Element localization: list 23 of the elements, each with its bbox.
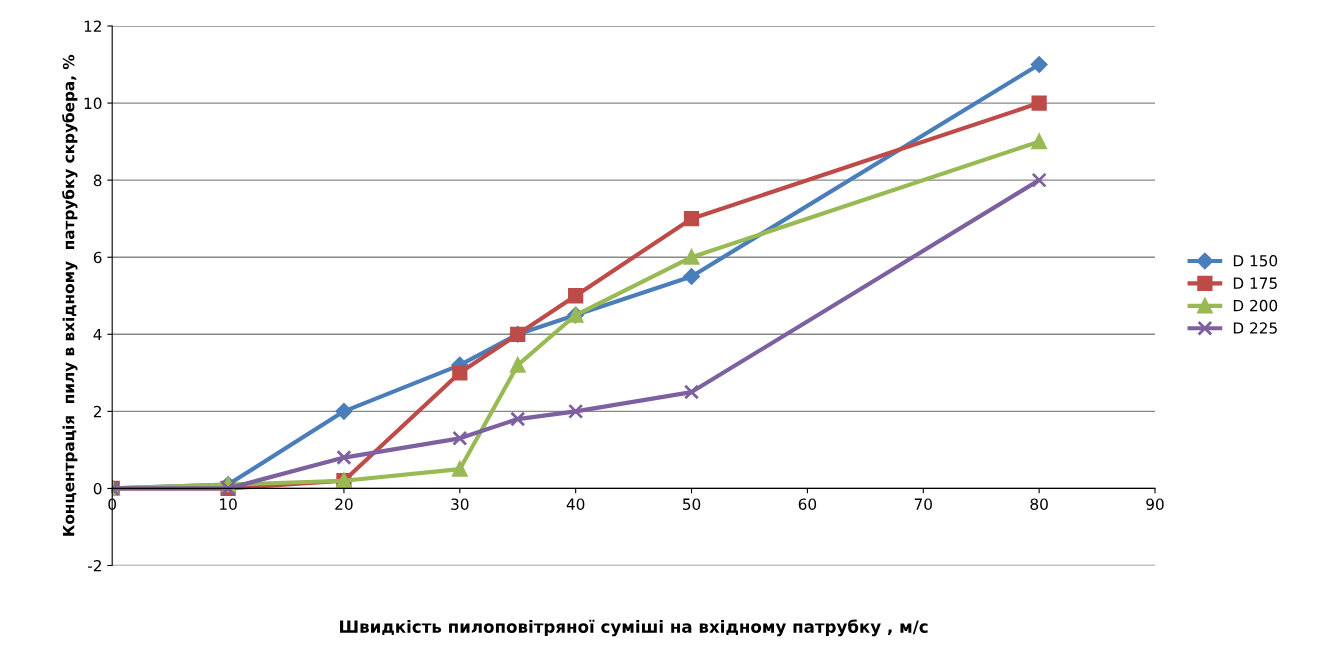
y-tick-label: 12 — [84, 20, 101, 32]
x-tick-label: 10 — [220, 498, 237, 510]
y-tick-label: 6 — [93, 251, 102, 264]
y-tick-label: 10 — [84, 97, 102, 110]
y-tick-label: 8 — [93, 174, 102, 187]
x-tick-label: 70 — [914, 498, 932, 510]
legend-label: D 225 — [1233, 322, 1277, 334]
x-tick-label: 60 — [798, 498, 817, 510]
x-tick-label: 90 — [1146, 498, 1164, 510]
x-axis-title: Швидкість пилоповітряної суміші на вхідному патрубку , м/с — [340, 619, 928, 637]
y-tick-label: 4 — [93, 328, 102, 341]
legend-label: D 175 — [1233, 277, 1277, 289]
y-axis-title: Концентрація пилу в вхідному патрубку скрубера, % — [62, 54, 78, 536]
x-tick-label: 30 — [451, 498, 469, 510]
y-tick-label: -2 — [87, 559, 101, 572]
x-tick-label: 20 — [335, 498, 353, 510]
legend-label: D 150 — [1233, 254, 1278, 267]
y-tick-label: 2 — [93, 405, 101, 418]
x-tick-label: 50 — [682, 498, 701, 510]
legend-label: D 200 — [1233, 299, 1278, 312]
x-tick-label: 80 — [1030, 498, 1048, 510]
y-tick-label: 0 — [93, 482, 102, 495]
x-tick-label: 40 — [566, 498, 585, 510]
